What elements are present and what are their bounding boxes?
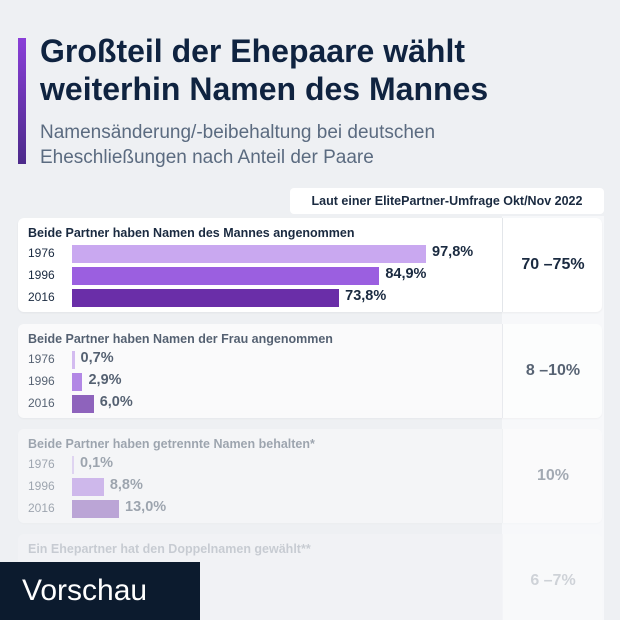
value-label: 2,9% xyxy=(88,372,122,388)
subtitle-line-1: Namensänderung/-beibehaltung bei deutsch… xyxy=(40,122,436,143)
card-divider xyxy=(502,218,503,312)
survey-range-value: 8 –10% xyxy=(525,362,581,379)
group-card: Beide Partner haben getrennte Namen beha… xyxy=(18,429,602,523)
bar-row: 2016 6,0% xyxy=(28,394,508,414)
group-card: Beide Partner haben Namen des Mannes ang… xyxy=(18,218,602,312)
year-label: 2016 xyxy=(28,501,55,515)
value-label: 0,1% xyxy=(80,455,114,471)
year-label: 1996 xyxy=(28,374,55,388)
survey-range-value: 10% xyxy=(536,467,570,484)
year-label: 2016 xyxy=(28,396,55,410)
card-divider xyxy=(502,534,503,620)
bar xyxy=(72,289,340,307)
survey-source-tag: Laut einer ElitePartner-Umfrage Okt/Nov … xyxy=(290,188,604,214)
group-label: Beide Partner haben getrennte Namen beha… xyxy=(28,437,315,451)
chart-title: Großteil der Ehepaare wählt weiterhin Na… xyxy=(40,32,600,108)
bar xyxy=(72,373,83,391)
bar xyxy=(72,456,74,474)
title-line-1: Großteil der Ehepaare wählt xyxy=(40,33,465,69)
bar-row: 2016 13,0% xyxy=(28,499,508,519)
bar xyxy=(72,395,94,413)
card-divider xyxy=(502,324,503,418)
bar xyxy=(72,267,380,285)
bar-row: 1996 2,9% xyxy=(28,372,508,392)
group-label: Ein Ehepartner hat den Doppelnamen gewäh… xyxy=(28,542,311,556)
survey-range-value: 6 –7% xyxy=(530,572,576,589)
title-accent-bar xyxy=(18,38,26,164)
bar xyxy=(72,245,427,263)
year-label: 1976 xyxy=(28,352,55,366)
chart-subtitle: Namensänderung/-beibehaltung bei deutsch… xyxy=(40,120,600,170)
value-label: 73,8% xyxy=(345,288,387,304)
year-label: 1996 xyxy=(28,479,55,493)
bar xyxy=(72,500,120,518)
subtitle-line-2: Eheschließungen nach Anteil der Paare xyxy=(40,147,374,168)
title-line-2: weiterhin Namen des Mannes xyxy=(40,71,489,107)
bar xyxy=(72,351,75,369)
bar xyxy=(72,478,104,496)
bar-row: 1976 0,1% xyxy=(28,455,508,475)
card-divider xyxy=(502,429,503,523)
year-label: 2016 xyxy=(28,290,55,304)
group-label: Beide Partner haben Namen des Mannes ang… xyxy=(28,226,355,240)
group-label: Beide Partner haben Namen der Frau angen… xyxy=(28,332,333,346)
bar-row: 1976 97,8% xyxy=(28,244,508,264)
survey-range-value: 70 –75% xyxy=(521,256,585,273)
value-label: 13,0% xyxy=(125,499,167,515)
value-label: 0,7% xyxy=(80,350,114,366)
year-label: 1976 xyxy=(28,246,55,260)
value-label: 8,8% xyxy=(109,477,143,493)
year-label: 1976 xyxy=(28,457,55,471)
group-card: Beide Partner haben Namen der Frau angen… xyxy=(18,324,602,418)
value-label: 6,0% xyxy=(99,394,133,410)
bar-row: 1996 84,9% xyxy=(28,266,508,286)
year-label: 1996 xyxy=(28,268,55,282)
bar-row: 2016 73,8% xyxy=(28,288,508,308)
bar-row: 1976 0,7% xyxy=(28,350,508,370)
bar-row: 1996 8,8% xyxy=(28,477,508,497)
preview-banner[interactable]: Vorschau xyxy=(0,562,200,620)
value-label: 97,8% xyxy=(432,244,474,260)
value-label: 84,9% xyxy=(385,266,427,282)
